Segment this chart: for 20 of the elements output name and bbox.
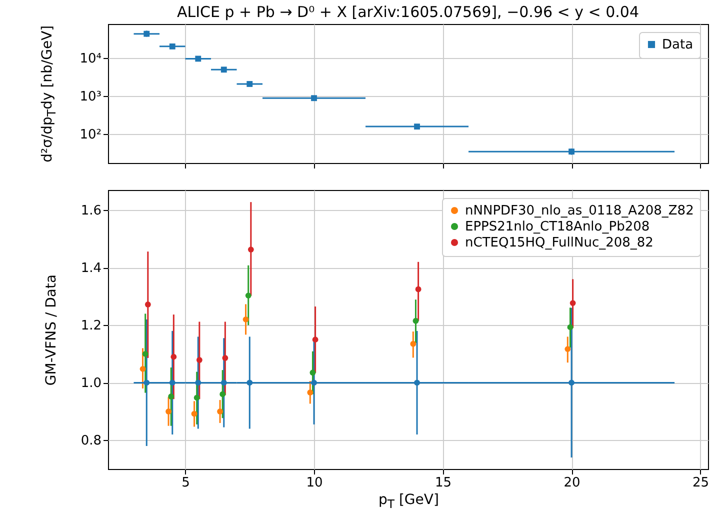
legend-label: nNNPDF30_nlo_as_0118_A208_Z82	[465, 204, 694, 218]
chart-title: ALICE p + Pb → D⁰ + X [arXiv:1605.07569], −0.96 < y < 0.04	[176, 3, 640, 21]
x-axis-title: p$_{T}$ [GeV]	[378, 492, 439, 510]
y-tick-label: 1.2	[80, 318, 102, 334]
y-axis-title: GM-VFNS / Data	[44, 273, 60, 388]
x-tick-label: 5	[182, 476, 190, 490]
legend-label: nCTEQ15HQ_FullNuc_208_82	[465, 236, 654, 250]
x-tick-label: 10	[306, 476, 323, 490]
y-tick-label: 1.4	[80, 261, 102, 276]
y-tick-label: 0.8	[80, 434, 102, 449]
x-tick-label: 15	[434, 476, 452, 490]
y-tick-label: 1.6	[80, 204, 102, 219]
y-tick-label: 10⁴	[80, 51, 102, 66]
y-tick-label: 1.0	[80, 376, 102, 392]
legend-label: Data	[662, 38, 694, 52]
y-tick-label: 10³	[80, 89, 102, 104]
legend-label: EPPS21nlo_CT18Anlo_Pb208	[465, 220, 650, 234]
x-tick-label: 25	[692, 476, 710, 490]
x-tick-label: 20	[564, 476, 580, 490]
y-tick-label: 10²	[80, 127, 102, 142]
